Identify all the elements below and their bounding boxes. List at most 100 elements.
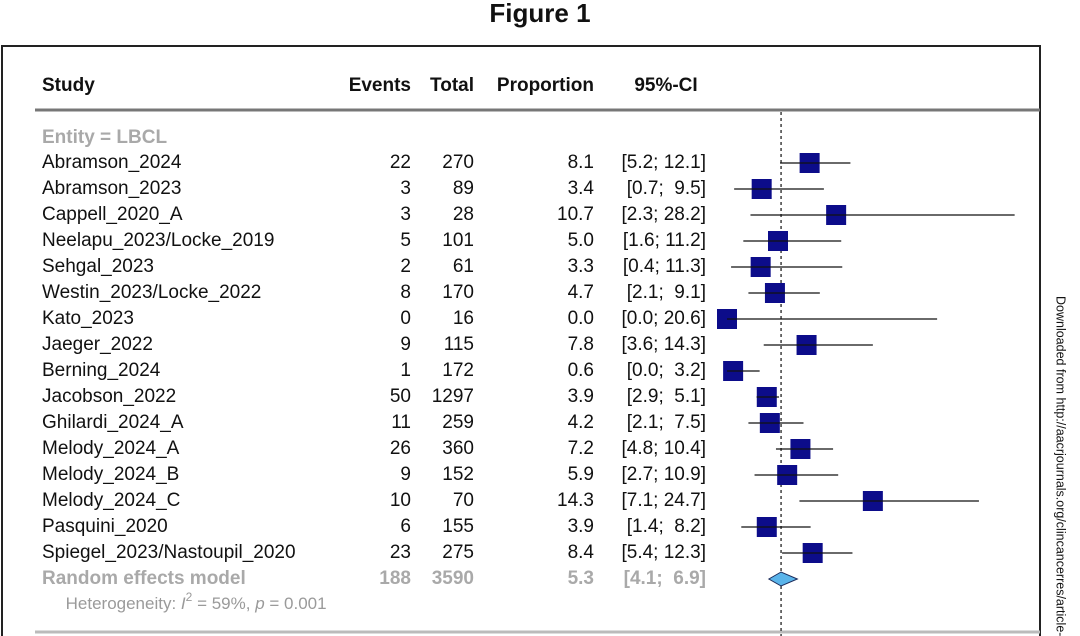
ci: [2.7; 10.9] [621,464,706,485]
subgroup-label: Entity = LBCL [42,127,167,148]
heterogeneity: Heterogeneity: I2 = 59%, p = 0.001 [42,590,341,613]
proportion: 7.8 [568,334,594,355]
total: 3590 [432,568,474,589]
study-name: Random effects model [42,568,246,589]
ci: [0.4; 11.3] [623,256,706,277]
proportion: 7.2 [568,438,594,459]
ci: [4.1; 6.9] [624,568,706,589]
total: 170 [442,282,474,303]
watermark: Downloaded from http://aacrjournals.org/… [1054,296,1068,636]
het-text: I [181,594,186,613]
events: 9 [400,334,411,355]
proportion: 14.3 [557,490,594,511]
study-name: Jacobson_2022 [42,386,176,407]
frame [1,45,1041,636]
ci: [2.9; 5.1] [627,386,706,407]
total: 360 [442,438,474,459]
pooled-diamond [767,571,799,587]
ci: [0.7; 9.5] [627,178,706,199]
study-name: Spiegel_2023/Nastoupil_2020 [42,542,296,563]
events: 5 [400,230,411,251]
events: 0 [400,308,411,329]
col-header: Proportion [497,75,594,96]
ci: [1.4; 8.2] [627,516,706,537]
events: 1 [400,360,411,381]
proportion: 3.3 [568,256,594,277]
events: 188 [379,568,411,589]
proportion: 5.0 [568,230,594,251]
total: 16 [453,308,474,329]
total: 89 [453,178,474,199]
ci: [7.1; 24.7] [621,490,706,511]
proportion: 10.7 [557,204,594,225]
proportion: 3.4 [568,178,595,199]
study-name: Westin_2023/Locke_2022 [42,282,261,303]
proportion: 3.9 [568,386,594,407]
total: 275 [442,542,474,563]
col-header: 95%-CI [634,75,697,96]
col-header: Total [430,75,474,96]
total: 70 [453,490,474,511]
total: 1297 [432,386,474,407]
total: 270 [442,152,474,173]
study-name: Cappell_2020_A [42,204,183,225]
proportion: 4.7 [568,282,594,303]
het-text: = 0.001 [265,594,327,613]
het-text: = 59%, [192,594,255,613]
study-name: Melody_2024_C [42,490,180,511]
study-name: Ghilardi_2024_A [42,412,184,433]
events: 3 [400,204,411,225]
events: 23 [390,542,411,563]
proportion: 8.1 [568,152,594,173]
ci: [0.0; 20.6] [621,308,706,329]
total: 101 [442,230,474,251]
proportion: 3.9 [568,516,594,537]
proportion: 0.6 [568,360,594,381]
total: 115 [444,334,474,355]
study-name: Jaeger_2022 [42,334,153,355]
ci: [1.6; 11.2] [623,230,706,251]
ci: [5.2; 12.1] [621,152,706,173]
het-text: p [254,594,264,613]
events: 9 [400,464,411,485]
col-header: Study [42,75,95,96]
study-name: Neelapu_2023/Locke_2019 [42,230,274,251]
events: 3 [400,178,411,199]
proportion: 0.0 [568,308,594,329]
total: 155 [442,516,474,537]
study-name: Abramson_2024 [42,152,182,173]
figure-title: Figure 1 [489,0,590,28]
events: 10 [390,490,411,511]
total: 259 [442,412,474,433]
events: 8 [400,282,411,303]
events: 50 [390,386,411,407]
study-name: Kato_2023 [42,308,134,329]
proportion: 8.4 [568,542,595,563]
het-text: 2 [186,590,193,604]
ci: [2.1; 7.5] [627,412,706,433]
total: 61 [453,256,474,277]
study-name: Berning_2024 [42,360,161,381]
events: 11 [391,412,411,433]
study-name: Melody_2024_B [42,464,179,485]
ci: [0.0; 3.2] [627,360,706,381]
events: 22 [390,152,411,173]
ci: [4.8; 10.4] [621,438,706,459]
study-name: Pasquini_2020 [42,516,168,537]
ci: [5.4; 12.3] [621,542,706,563]
ci: [2.1; 9.1] [627,282,706,303]
proportion: 5.9 [568,464,594,485]
events: 6 [400,516,411,537]
col-header: Events [349,75,411,96]
ci: [3.6; 14.3] [621,334,706,355]
study-name: Melody_2024_A [42,438,180,459]
events: 26 [390,438,411,459]
events: 2 [400,256,411,277]
study-name: Sehgal_2023 [42,256,154,277]
study-name: Abramson_2023 [42,178,181,199]
total: 172 [442,360,474,381]
het-text: Heterogeneity: [66,594,181,613]
total: 28 [453,204,474,225]
